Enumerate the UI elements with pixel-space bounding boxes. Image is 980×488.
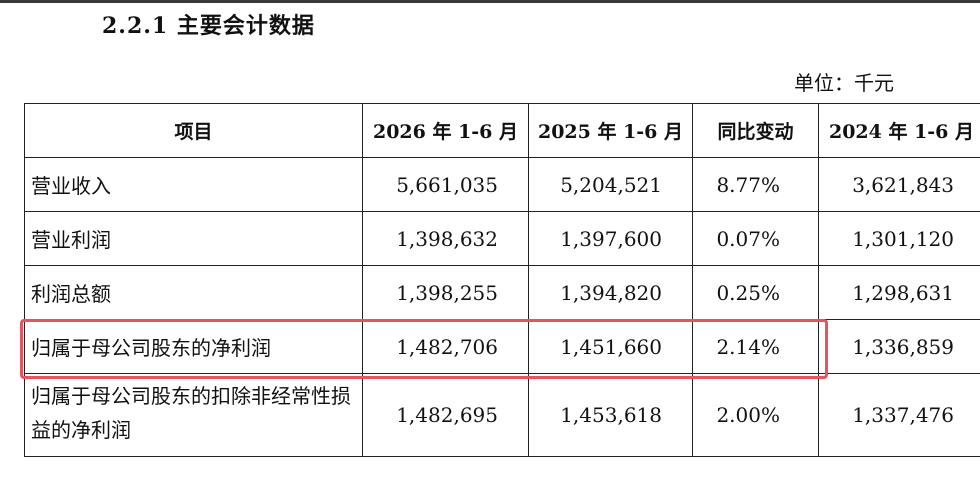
- row-value-2024: 1,336,859: [818, 319, 980, 374]
- header-2026: 2026 年 1-6 月: [362, 103, 529, 158]
- header-2024: 2024 年 1-6 月: [818, 103, 980, 158]
- row-value-2025: 1,397,600: [528, 211, 693, 266]
- row-item: 利润总额: [24, 265, 363, 320]
- table-row: 利润总额 1,398,255 1,394,820 0.25% 1,298,631: [24, 265, 980, 320]
- section-title: 2.2.1 主要会计数据: [102, 13, 315, 39]
- row-yoy: 0.07%: [692, 211, 819, 266]
- row-value-2025: 1,453,618: [528, 373, 693, 457]
- table-row: 归属于母公司股东的扣除非经常性损益的净利润 1,482,695 1,453,61…: [24, 373, 980, 457]
- row-value-2026: 1,398,632: [362, 211, 529, 266]
- row-value-2024: 3,621,843: [818, 157, 980, 212]
- row-value-2024: 1,337,476: [818, 373, 980, 457]
- row-value-2026: 5,661,035: [362, 157, 529, 212]
- financial-data-table: 项目 2026 年 1-6 月 2025 年 1-6 月 同比变动 2024 年…: [24, 103, 980, 457]
- unit-label: 单位：千元: [794, 71, 894, 95]
- row-item: 营业收入: [24, 157, 363, 212]
- row-yoy: 8.77%: [692, 157, 819, 212]
- row-value-2026: 1,398,255: [362, 265, 529, 320]
- row-yoy: 2.14%: [692, 319, 819, 374]
- table-row: 营业利润 1,398,632 1,397,600 0.07% 1,301,120: [24, 211, 980, 266]
- table-row: 营业收入 5,661,035 5,204,521 8.77% 3,621,843: [24, 157, 980, 212]
- row-value-2026: 1,482,695: [362, 373, 529, 457]
- row-value-2024: 1,298,631: [818, 265, 980, 320]
- row-item: 营业利润: [24, 211, 363, 266]
- header-item: 项目: [24, 103, 363, 158]
- row-yoy: 0.25%: [692, 265, 819, 320]
- top-border: [0, 0, 980, 3]
- row-value-2024: 1,301,120: [818, 211, 980, 266]
- table-header-row: 项目 2026 年 1-6 月 2025 年 1-6 月 同比变动 2024 年…: [24, 103, 980, 158]
- row-value-2025: 5,204,521: [528, 157, 693, 212]
- row-item: 归属于母公司股东的净利润: [24, 319, 363, 374]
- header-yoy: 同比变动: [692, 103, 819, 158]
- row-value-2026: 1,482,706: [362, 319, 529, 374]
- row-item: 归属于母公司股东的扣除非经常性损益的净利润: [24, 373, 363, 457]
- header-2025: 2025 年 1-6 月: [528, 103, 693, 158]
- row-value-2025: 1,451,660: [528, 319, 693, 374]
- table-row-highlighted: 归属于母公司股东的净利润 1,482,706 1,451,660 2.14% 1…: [24, 319, 980, 374]
- row-yoy: 2.00%: [692, 373, 819, 457]
- row-value-2025: 1,394,820: [528, 265, 693, 320]
